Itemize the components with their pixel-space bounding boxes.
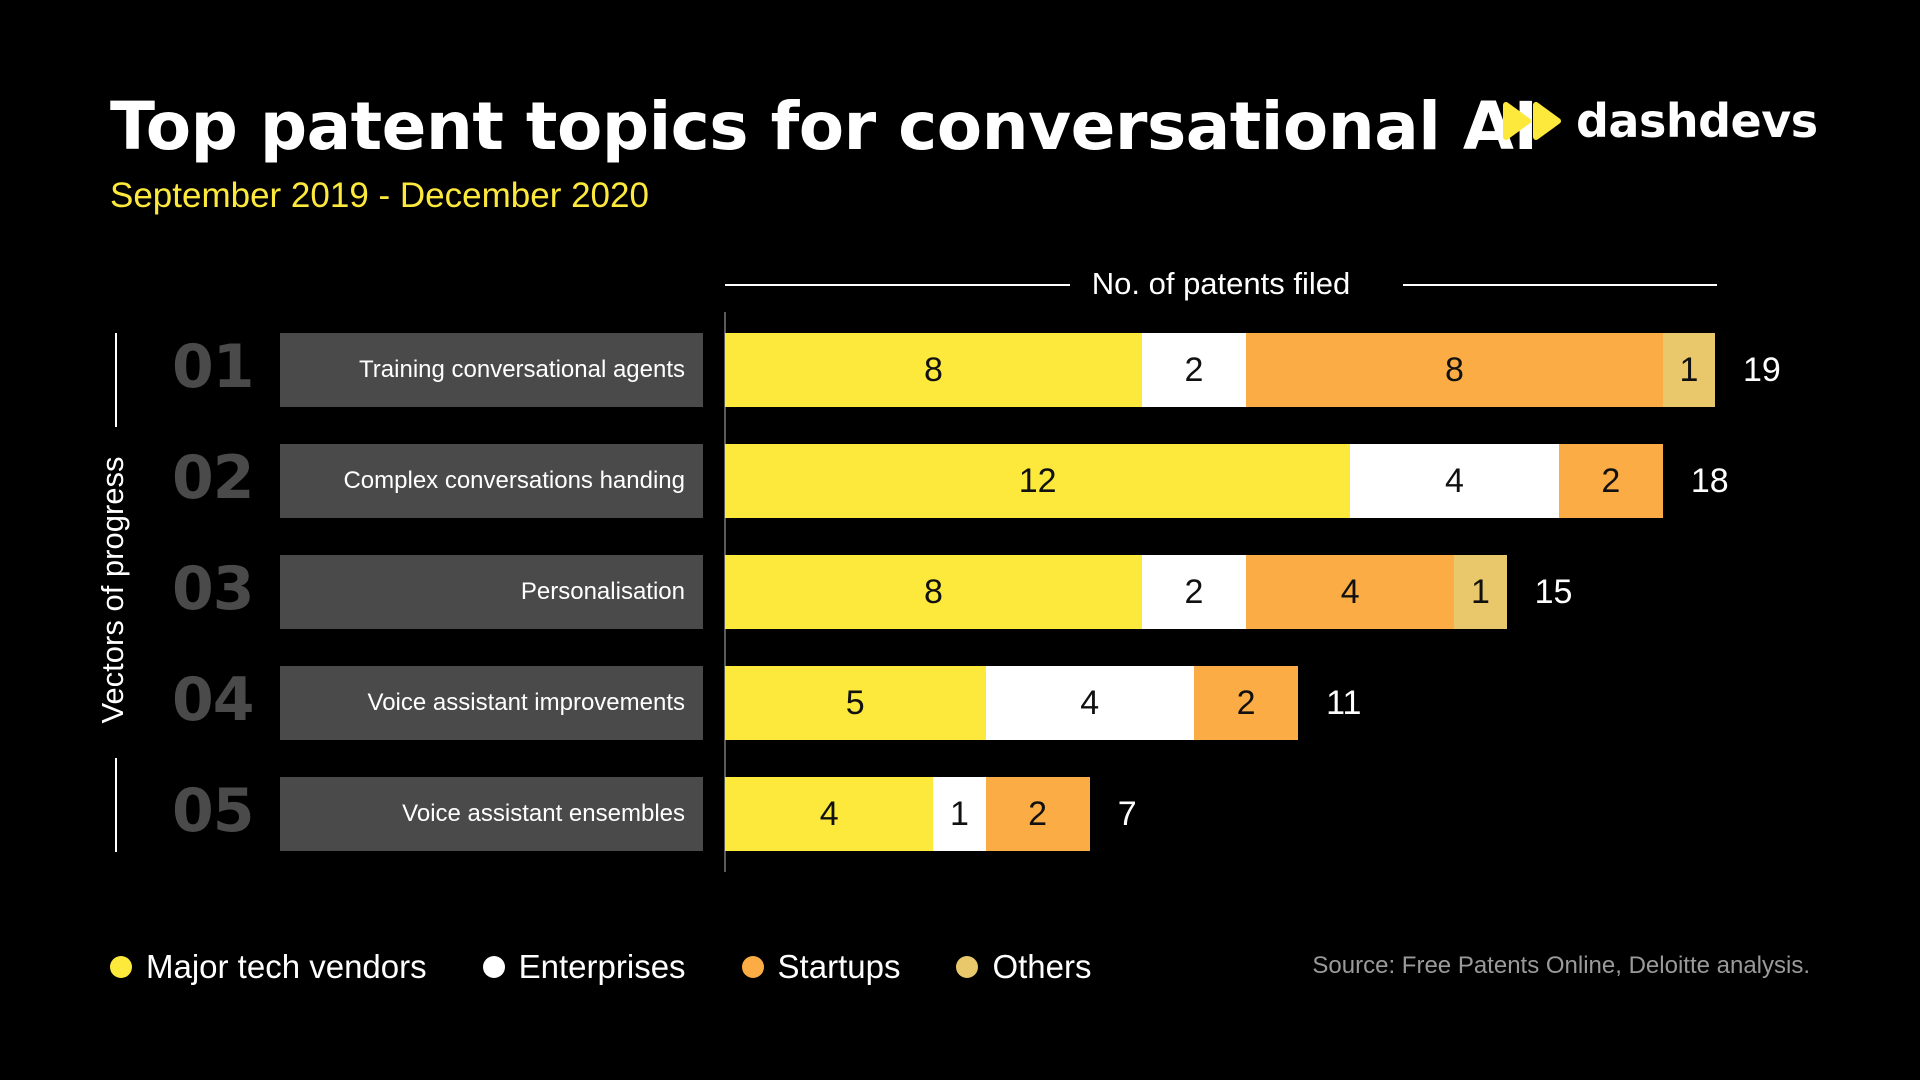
bar-segment-startups-5: 2 bbox=[985, 777, 1090, 851]
bar-segment-enterprises-3: 2 bbox=[1141, 555, 1247, 629]
brand-logo: dashdevs bbox=[1502, 94, 1818, 148]
category-label-text: Complex conversations handing bbox=[343, 467, 685, 494]
category-label-text: Voice assistant ensembles bbox=[402, 800, 685, 827]
x-axis-title-rule-left bbox=[725, 284, 1070, 286]
bar-value-label: 2 bbox=[1236, 683, 1256, 722]
bar-value-label: 12 bbox=[1018, 461, 1057, 500]
bar-value-label: 8 bbox=[1445, 350, 1464, 389]
x-axis-title-rule-right bbox=[1403, 284, 1717, 286]
bar-segment-others-1: 1 bbox=[1662, 333, 1715, 407]
row-number-2: 02 bbox=[172, 443, 255, 513]
bar-total-label-5: 7 bbox=[1117, 794, 1137, 833]
bar-value-label: 2 bbox=[1028, 794, 1048, 833]
bar-segment-enterprises-2: 4 bbox=[1350, 444, 1559, 518]
bar-value-label: 1 bbox=[1471, 572, 1490, 611]
row-number-4: 04 bbox=[172, 665, 255, 735]
bar-total-label-4: 11 bbox=[1326, 683, 1362, 722]
bar-segment-startups-4: 2 bbox=[1193, 666, 1299, 740]
bar-value-label: 2 bbox=[1184, 350, 1204, 389]
legend-swatch-startups bbox=[741, 956, 764, 978]
legend-label: Startups bbox=[777, 948, 901, 985]
category-label-2: Complex conversations handing bbox=[280, 444, 703, 518]
bar-total-label-2: 18 bbox=[1690, 461, 1729, 500]
bar-value-label: 4 bbox=[1340, 572, 1360, 611]
bar-segment-major-tech-vendors-4: 5 bbox=[725, 666, 986, 740]
y-axis-baseline bbox=[724, 312, 726, 872]
double-play-icon bbox=[1503, 102, 1561, 140]
bar-segment-others-3: 1 bbox=[1454, 555, 1507, 629]
legend-item-others: Others bbox=[956, 948, 1092, 986]
legend-swatch-major-tech-vendors bbox=[110, 956, 132, 978]
source-note: Source: Free Patents Online, Deloitte an… bbox=[1312, 952, 1810, 979]
bar-value-label: 4 bbox=[1080, 683, 1100, 722]
category-label-1: Training conversational agents bbox=[280, 333, 703, 407]
bar-segment-enterprises-1: 2 bbox=[1141, 333, 1247, 407]
x-axis-title-group: No. of patents filed bbox=[725, 258, 1717, 310]
legend-item-enterprises: Enterprises bbox=[482, 948, 686, 986]
bar-segment-major-tech-vendors-5: 4 bbox=[725, 777, 934, 851]
bar-segment-startups-1: 8 bbox=[1246, 333, 1663, 407]
chart-subtitle: September 2019 - December 2020 bbox=[110, 176, 649, 215]
category-label-4: Voice assistant improvements bbox=[280, 666, 703, 740]
bar-value-label: 1 bbox=[949, 794, 969, 833]
x-axis-title: No. of patents filed bbox=[1073, 266, 1369, 302]
bar-segment-startups-3: 4 bbox=[1246, 555, 1455, 629]
bar-segment-major-tech-vendors-2: 12 bbox=[725, 444, 1351, 518]
category-label-text: Training conversational agents bbox=[359, 356, 685, 383]
bar-segment-major-tech-vendors-1: 8 bbox=[725, 333, 1142, 407]
category-label-text: Personalisation bbox=[520, 578, 685, 605]
chart-title: Top patent topics for conversational AI bbox=[110, 88, 1538, 165]
category-label-5: Voice assistant ensembles bbox=[280, 777, 703, 851]
bar-value-label: 8 bbox=[923, 350, 943, 389]
brand-name: dashdevs bbox=[1576, 94, 1818, 148]
bar-segment-major-tech-vendors-3: 8 bbox=[725, 555, 1142, 629]
bar-segment-enterprises-5: 1 bbox=[933, 777, 986, 851]
bar-segment-startups-2: 2 bbox=[1558, 444, 1663, 518]
legend-item-major-tech-vendors: Major tech vendors bbox=[110, 948, 427, 986]
bar-value-label: 5 bbox=[845, 683, 865, 722]
bar-value-label: 2 bbox=[1184, 572, 1204, 611]
bar-value-label: 8 bbox=[923, 572, 943, 611]
legend-label: Enterprises bbox=[518, 948, 686, 985]
y-axis-title-rule-bottom bbox=[115, 758, 117, 852]
legend-swatch-others bbox=[956, 956, 979, 978]
y-axis-title-rule-top bbox=[115, 333, 117, 427]
legend-label: Others bbox=[992, 948, 1092, 985]
y-axis-title: Vectors of progress bbox=[95, 456, 130, 724]
legend-swatch-enterprises bbox=[482, 956, 505, 978]
bar-total-label-3: 15 bbox=[1534, 572, 1573, 611]
row-number-1: 01 bbox=[172, 332, 255, 402]
legend-label: Major tech vendors bbox=[146, 948, 427, 985]
row-number-3: 03 bbox=[172, 554, 255, 624]
bar-total-label-1: 19 bbox=[1743, 350, 1781, 389]
bar-segment-enterprises-4: 4 bbox=[985, 666, 1194, 740]
bar-value-label: 4 bbox=[819, 794, 839, 833]
bar-value-label: 1 bbox=[1679, 350, 1699, 389]
bar-value-label: 4 bbox=[1444, 461, 1464, 500]
row-number-5: 05 bbox=[172, 776, 255, 846]
bar-value-label: 2 bbox=[1601, 461, 1621, 500]
category-label-3: Personalisation bbox=[280, 555, 703, 629]
category-label-text: Voice assistant improvements bbox=[367, 689, 685, 716]
legend-item-startups: Startups bbox=[741, 948, 901, 986]
legend: Major tech vendors Enterprises Startups … bbox=[110, 948, 1092, 986]
